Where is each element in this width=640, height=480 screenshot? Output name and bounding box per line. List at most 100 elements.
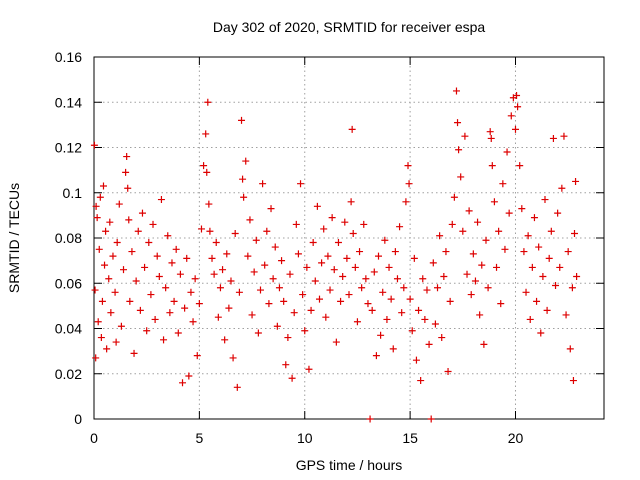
data-point: [427, 415, 435, 423]
data-point: [112, 338, 120, 346]
data-point: [187, 288, 195, 296]
data-point: [212, 239, 220, 247]
data-point: [434, 284, 442, 292]
data-point: [330, 266, 338, 274]
data-point: [440, 272, 448, 280]
data-point: [334, 239, 342, 247]
data-point: [400, 284, 408, 292]
data-point: [305, 365, 313, 373]
data-point: [370, 268, 378, 276]
data-point: [299, 291, 307, 299]
data-point: [250, 268, 258, 276]
data-point: [522, 288, 530, 296]
data-point: [524, 232, 532, 240]
data-point: [505, 209, 513, 217]
data-point: [398, 309, 406, 317]
data-point: [123, 153, 131, 161]
data-point: [90, 141, 98, 149]
data-point: [520, 248, 528, 256]
plot-frame: [93, 56, 605, 420]
data-point: [471, 277, 479, 285]
x-tick-label: 0: [90, 430, 98, 446]
data-point: [543, 306, 551, 314]
data-point: [497, 300, 505, 308]
data-point: [349, 229, 357, 237]
data-point: [128, 248, 136, 256]
data-point: [147, 291, 155, 299]
x-tick-label: 10: [297, 430, 313, 446]
data-point: [235, 288, 243, 296]
data-point: [239, 175, 247, 183]
data-point: [431, 320, 439, 328]
data-point: [495, 227, 503, 235]
data-point: [417, 377, 425, 385]
data-point: [294, 250, 302, 258]
data-point: [393, 275, 401, 283]
data-point: [442, 248, 450, 256]
data-point: [343, 254, 351, 262]
data-point: [252, 236, 260, 244]
data-point: [208, 254, 216, 262]
data-point: [487, 134, 495, 142]
data-point: [341, 218, 349, 226]
data-point: [461, 132, 469, 140]
data-point: [280, 297, 288, 305]
data-point: [452, 87, 460, 95]
x-tick-label: 5: [195, 430, 203, 446]
data-point: [181, 304, 189, 312]
data-point: [183, 254, 191, 262]
data-point: [138, 209, 146, 217]
data-point: [368, 306, 376, 314]
data-point: [469, 250, 477, 258]
data-point: [99, 182, 107, 190]
data-point: [463, 270, 471, 278]
data-point: [389, 345, 397, 353]
data-point: [254, 329, 262, 337]
data-point: [313, 202, 321, 210]
data-point: [93, 214, 101, 222]
data-point: [552, 282, 560, 290]
data-point: [204, 98, 212, 106]
data-point: [126, 297, 134, 305]
chart-title: Day 302 of 2020, SRMTID for receiver esp…: [213, 19, 486, 35]
data-point: [484, 284, 492, 292]
data-point: [168, 259, 176, 267]
data-point: [136, 306, 144, 314]
data-point: [348, 125, 356, 133]
data-point: [362, 275, 370, 283]
data-point: [210, 270, 218, 278]
data-point: [573, 272, 581, 280]
data-point: [457, 173, 465, 181]
data-point: [259, 180, 267, 188]
data-points: [90, 87, 581, 423]
data-point: [446, 297, 454, 305]
data-point: [514, 103, 522, 111]
data-point: [379, 288, 387, 296]
data-point: [419, 275, 427, 283]
data-point: [337, 297, 345, 305]
data-point: [404, 162, 412, 170]
data-point: [486, 128, 494, 136]
data-point: [480, 340, 488, 348]
data-point: [238, 116, 246, 124]
data-point: [528, 263, 536, 271]
data-point: [155, 272, 163, 280]
data-point: [278, 257, 286, 265]
data-point: [328, 214, 336, 222]
data-point: [141, 263, 149, 271]
data-point: [125, 216, 133, 224]
data-point: [375, 252, 383, 260]
data-point: [96, 193, 104, 201]
data-point: [261, 261, 269, 269]
data-point: [172, 245, 180, 253]
data-point: [191, 275, 199, 283]
data-point: [117, 322, 125, 330]
x-tick-label: 20: [508, 430, 524, 446]
data-point: [197, 225, 205, 233]
data-point: [193, 352, 201, 360]
data-point: [107, 309, 115, 317]
data-point: [120, 266, 128, 274]
data-point: [170, 297, 178, 305]
data-point: [347, 198, 355, 206]
